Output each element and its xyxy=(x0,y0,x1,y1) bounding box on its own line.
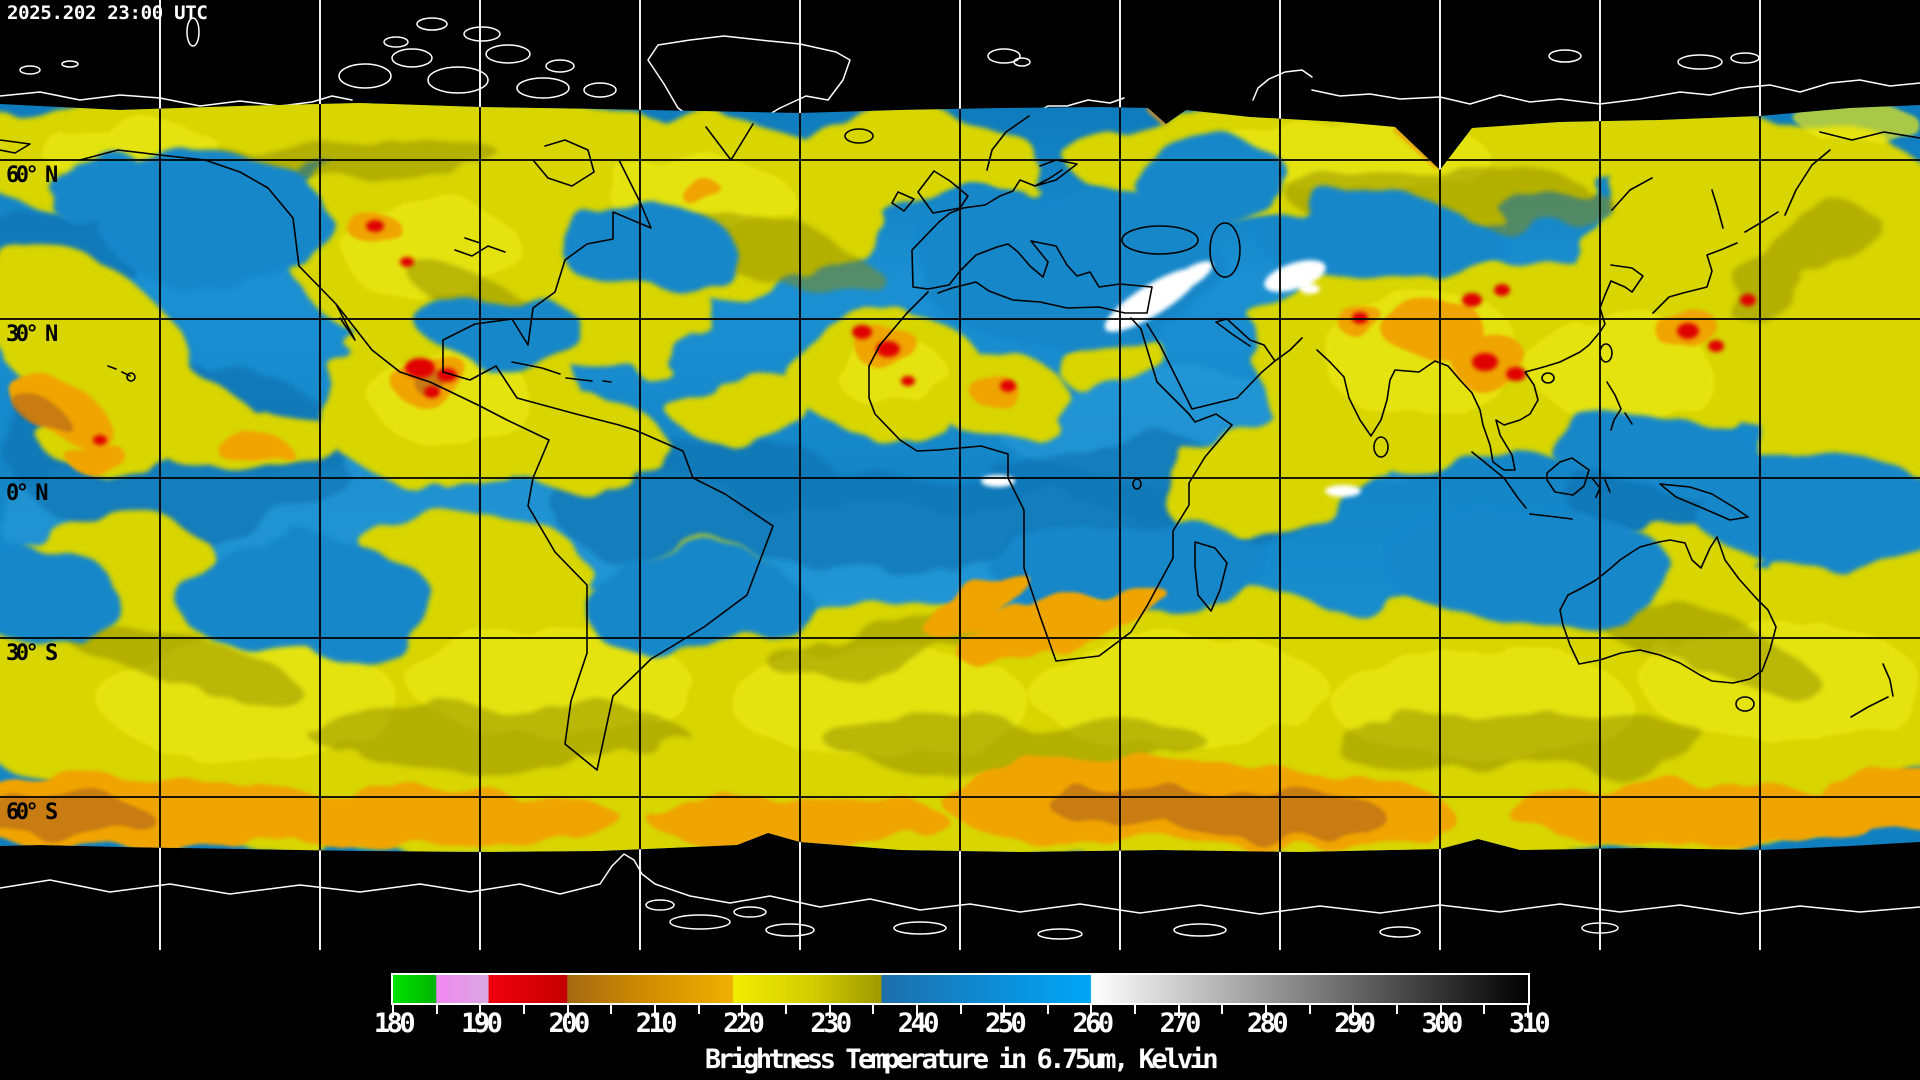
colorbar-tick xyxy=(1265,1005,1268,1018)
colorbar-tick xyxy=(828,1005,831,1018)
colorbar-tick xyxy=(1352,1005,1355,1018)
colorbar-tick xyxy=(522,1005,525,1014)
colorbar-tick-label: 210 xyxy=(635,1008,678,1039)
colorbar-tick-label: 270 xyxy=(1159,1008,1202,1039)
colorbar-tick-label: 180 xyxy=(373,1008,416,1039)
colorbar-tick xyxy=(1003,1005,1006,1018)
colorbar-tick-label: 250 xyxy=(985,1008,1027,1039)
colorbar-tick xyxy=(1308,1005,1311,1014)
colorbar-tick-label: 200 xyxy=(548,1008,590,1039)
colorbar-tick xyxy=(1090,1005,1093,1018)
colorbar-caption: Brightness Temperature in 6.75um, Kelvin xyxy=(704,1044,1219,1075)
latitude-label: 0° N xyxy=(6,481,48,506)
latitude-label: 30° S xyxy=(6,641,58,666)
colorbar-gradient xyxy=(393,975,1528,1003)
arctic-coastlines xyxy=(0,17,1920,127)
colorbar-tick xyxy=(741,1005,744,1018)
map-data-region xyxy=(0,103,1920,852)
latitude-label: 60° S xyxy=(6,800,58,825)
colorbar-tick xyxy=(1527,1005,1529,1018)
colorbar-tick xyxy=(915,1005,918,1018)
dry-ocean-gaps xyxy=(0,136,1920,656)
colorbar-tick xyxy=(392,1005,394,1018)
coastlines-black xyxy=(0,115,1920,771)
warm-dry-white-patches xyxy=(981,260,1361,497)
latitude-label: 30° N xyxy=(6,322,58,347)
colorbar-ticks xyxy=(392,1005,1529,1020)
colorbar-tick-label: 280 xyxy=(1246,1008,1289,1039)
colorbar-tick-label: 260 xyxy=(1072,1008,1114,1039)
colorbar xyxy=(391,973,1530,1005)
grid-lines-black xyxy=(0,103,1920,852)
colorbar-tick xyxy=(479,1005,482,1018)
cold-cloud-orange-dark xyxy=(0,368,1385,842)
colorbar-tick-label: 240 xyxy=(897,1008,940,1039)
timestamp: 2025.202 23:00 UTC xyxy=(7,2,208,24)
colorbar-tick xyxy=(1483,1005,1486,1014)
colorbar-tick-label: 290 xyxy=(1334,1008,1376,1039)
colorbar-tick xyxy=(1046,1005,1049,1014)
colorbar-tick-label: 220 xyxy=(723,1008,765,1039)
colorbar-tick xyxy=(872,1005,875,1014)
colorbar-tick xyxy=(959,1005,962,1014)
colorbar-tick xyxy=(1177,1005,1180,1018)
coldest-cloud-red xyxy=(93,220,1756,445)
colorbar-labels: 180 190 200 210 220 230 240 250 260 270 280 290 300 3… xyxy=(374,1008,1551,1040)
colorbar-tick-label: 310 xyxy=(1508,1008,1551,1039)
colorbar-tick xyxy=(697,1005,700,1014)
colorbar-tick xyxy=(653,1005,656,1018)
colorbar-tick xyxy=(784,1005,787,1014)
colorbar-tick xyxy=(1134,1005,1137,1014)
colorbar-tick xyxy=(610,1005,613,1014)
antarctica-coastline xyxy=(0,853,1920,940)
colorbar-tick xyxy=(1396,1005,1399,1014)
colorbar-tick xyxy=(1439,1005,1442,1018)
colorbar-tick-label: 300 xyxy=(1421,1008,1464,1039)
colorbar-tick xyxy=(1221,1005,1224,1014)
colorbar-tick xyxy=(435,1005,438,1014)
colorbar-tick-label: 230 xyxy=(810,1008,852,1039)
colorbar-tick xyxy=(566,1005,569,1018)
latitude-label: 60° N xyxy=(6,163,58,188)
colorbar-tick-label: 190 xyxy=(461,1008,503,1039)
